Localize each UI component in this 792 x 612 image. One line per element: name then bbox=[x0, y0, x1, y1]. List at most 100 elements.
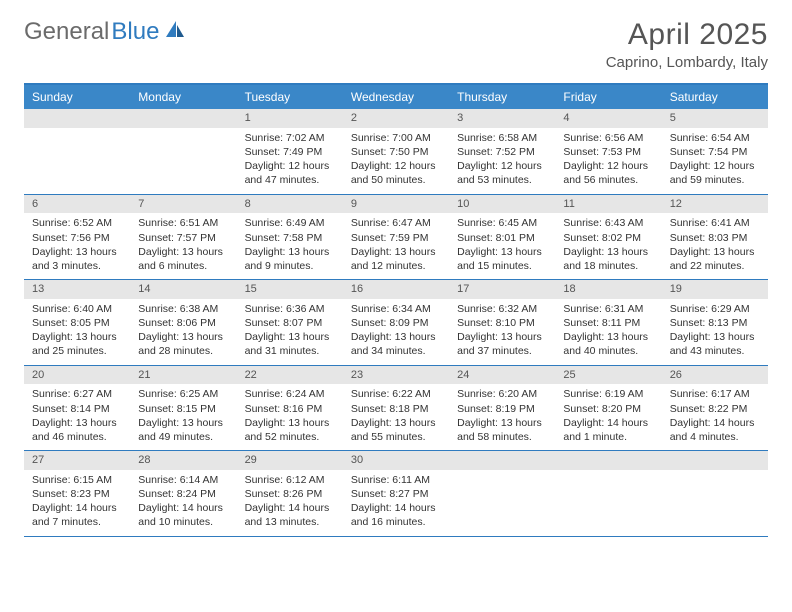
day-cell bbox=[24, 109, 130, 194]
day-number: 6 bbox=[24, 195, 130, 214]
weekday-header: Sunday bbox=[24, 85, 130, 109]
day-cell bbox=[130, 109, 236, 194]
day-details: Sunrise: 6:49 AMSunset: 7:58 PMDaylight:… bbox=[237, 213, 343, 279]
day-details: Sunrise: 6:31 AMSunset: 8:11 PMDaylight:… bbox=[555, 299, 661, 365]
daylight-line: Daylight: 14 hours and 16 minutes. bbox=[351, 501, 441, 529]
day-details: Sunrise: 6:32 AMSunset: 8:10 PMDaylight:… bbox=[449, 299, 555, 365]
day-number: 23 bbox=[343, 366, 449, 385]
sunset-line: Sunset: 8:19 PM bbox=[457, 402, 547, 416]
day-cell: 24Sunrise: 6:20 AMSunset: 8:19 PMDayligh… bbox=[449, 366, 555, 451]
day-details: Sunrise: 6:29 AMSunset: 8:13 PMDaylight:… bbox=[662, 299, 768, 365]
sunrise-line: Sunrise: 6:15 AM bbox=[32, 473, 122, 487]
day-details: Sunrise: 6:25 AMSunset: 8:15 PMDaylight:… bbox=[130, 384, 236, 450]
sunset-line: Sunset: 7:58 PM bbox=[245, 231, 335, 245]
daylight-line: Daylight: 14 hours and 13 minutes. bbox=[245, 501, 335, 529]
day-number: 11 bbox=[555, 195, 661, 214]
day-number: 25 bbox=[555, 366, 661, 385]
day-number: 29 bbox=[237, 451, 343, 470]
day-details: Sunrise: 6:56 AMSunset: 7:53 PMDaylight:… bbox=[555, 128, 661, 194]
weekday-header: Tuesday bbox=[237, 85, 343, 109]
daylight-line: Daylight: 14 hours and 1 minute. bbox=[563, 416, 653, 444]
daylight-line: Daylight: 14 hours and 10 minutes. bbox=[138, 501, 228, 529]
daylight-line: Daylight: 12 hours and 47 minutes. bbox=[245, 159, 335, 187]
day-details: Sunrise: 6:38 AMSunset: 8:06 PMDaylight:… bbox=[130, 299, 236, 365]
sunrise-line: Sunrise: 6:52 AM bbox=[32, 216, 122, 230]
sunset-line: Sunset: 8:03 PM bbox=[670, 231, 760, 245]
sunrise-line: Sunrise: 6:36 AM bbox=[245, 302, 335, 316]
day-cell: 21Sunrise: 6:25 AMSunset: 8:15 PMDayligh… bbox=[130, 366, 236, 451]
week-row: 27Sunrise: 6:15 AMSunset: 8:23 PMDayligh… bbox=[24, 451, 768, 537]
weekday-header: Thursday bbox=[449, 85, 555, 109]
day-details: Sunrise: 6:14 AMSunset: 8:24 PMDaylight:… bbox=[130, 470, 236, 536]
daylight-line: Daylight: 14 hours and 7 minutes. bbox=[32, 501, 122, 529]
week-row: 1Sunrise: 7:02 AMSunset: 7:49 PMDaylight… bbox=[24, 109, 768, 195]
sunrise-line: Sunrise: 6:41 AM bbox=[670, 216, 760, 230]
day-cell: 25Sunrise: 6:19 AMSunset: 8:20 PMDayligh… bbox=[555, 366, 661, 451]
day-cell: 15Sunrise: 6:36 AMSunset: 8:07 PMDayligh… bbox=[237, 280, 343, 365]
sunrise-line: Sunrise: 6:11 AM bbox=[351, 473, 441, 487]
day-details: Sunrise: 6:54 AMSunset: 7:54 PMDaylight:… bbox=[662, 128, 768, 194]
day-number: 24 bbox=[449, 366, 555, 385]
day-cell: 9Sunrise: 6:47 AMSunset: 7:59 PMDaylight… bbox=[343, 195, 449, 280]
weekday-header: Wednesday bbox=[343, 85, 449, 109]
day-number: 12 bbox=[662, 195, 768, 214]
week-row: 13Sunrise: 6:40 AMSunset: 8:05 PMDayligh… bbox=[24, 280, 768, 366]
day-details: Sunrise: 6:19 AMSunset: 8:20 PMDaylight:… bbox=[555, 384, 661, 450]
daylight-line: Daylight: 13 hours and 58 minutes. bbox=[457, 416, 547, 444]
title-block: April 2025 Caprino, Lombardy, Italy bbox=[606, 18, 768, 71]
day-details: Sunrise: 6:34 AMSunset: 8:09 PMDaylight:… bbox=[343, 299, 449, 365]
day-cell: 22Sunrise: 6:24 AMSunset: 8:16 PMDayligh… bbox=[237, 366, 343, 451]
sunrise-line: Sunrise: 6:27 AM bbox=[32, 387, 122, 401]
day-cell: 5Sunrise: 6:54 AMSunset: 7:54 PMDaylight… bbox=[662, 109, 768, 194]
daylight-line: Daylight: 13 hours and 55 minutes. bbox=[351, 416, 441, 444]
location-label: Caprino, Lombardy, Italy bbox=[606, 54, 768, 71]
day-number bbox=[24, 109, 130, 128]
day-cell: 26Sunrise: 6:17 AMSunset: 8:22 PMDayligh… bbox=[662, 366, 768, 451]
sunset-line: Sunset: 8:27 PM bbox=[351, 487, 441, 501]
sunset-line: Sunset: 8:05 PM bbox=[32, 316, 122, 330]
sunrise-line: Sunrise: 6:54 AM bbox=[670, 131, 760, 145]
daylight-line: Daylight: 13 hours and 12 minutes. bbox=[351, 245, 441, 273]
sunset-line: Sunset: 8:20 PM bbox=[563, 402, 653, 416]
daylight-line: Daylight: 13 hours and 3 minutes. bbox=[32, 245, 122, 273]
daylight-line: Daylight: 13 hours and 52 minutes. bbox=[245, 416, 335, 444]
day-number: 13 bbox=[24, 280, 130, 299]
daylight-line: Daylight: 13 hours and 43 minutes. bbox=[670, 330, 760, 358]
sunrise-line: Sunrise: 6:38 AM bbox=[138, 302, 228, 316]
sunrise-line: Sunrise: 7:00 AM bbox=[351, 131, 441, 145]
day-cell: 13Sunrise: 6:40 AMSunset: 8:05 PMDayligh… bbox=[24, 280, 130, 365]
sunset-line: Sunset: 7:59 PM bbox=[351, 231, 441, 245]
daylight-line: Daylight: 13 hours and 28 minutes. bbox=[138, 330, 228, 358]
weekday-header: Saturday bbox=[662, 85, 768, 109]
sunset-line: Sunset: 7:54 PM bbox=[670, 145, 760, 159]
daylight-line: Daylight: 13 hours and 37 minutes. bbox=[457, 330, 547, 358]
day-cell: 18Sunrise: 6:31 AMSunset: 8:11 PMDayligh… bbox=[555, 280, 661, 365]
page-header: GeneralBlue April 2025 Caprino, Lombardy… bbox=[24, 18, 768, 71]
weekday-header: Friday bbox=[555, 85, 661, 109]
daylight-line: Daylight: 12 hours and 53 minutes. bbox=[457, 159, 547, 187]
day-details: Sunrise: 6:22 AMSunset: 8:18 PMDaylight:… bbox=[343, 384, 449, 450]
sunrise-line: Sunrise: 6:49 AM bbox=[245, 216, 335, 230]
day-cell: 28Sunrise: 6:14 AMSunset: 8:24 PMDayligh… bbox=[130, 451, 236, 536]
day-number bbox=[662, 451, 768, 470]
day-details: Sunrise: 7:02 AMSunset: 7:49 PMDaylight:… bbox=[237, 128, 343, 194]
day-details: Sunrise: 6:45 AMSunset: 8:01 PMDaylight:… bbox=[449, 213, 555, 279]
calendar-page: GeneralBlue April 2025 Caprino, Lombardy… bbox=[0, 0, 792, 555]
day-cell: 17Sunrise: 6:32 AMSunset: 8:10 PMDayligh… bbox=[449, 280, 555, 365]
daylight-line: Daylight: 13 hours and 46 minutes. bbox=[32, 416, 122, 444]
sunset-line: Sunset: 8:26 PM bbox=[245, 487, 335, 501]
day-details: Sunrise: 6:17 AMSunset: 8:22 PMDaylight:… bbox=[662, 384, 768, 450]
daylight-line: Daylight: 12 hours and 56 minutes. bbox=[563, 159, 653, 187]
week-row: 6Sunrise: 6:52 AMSunset: 7:56 PMDaylight… bbox=[24, 195, 768, 281]
sunrise-line: Sunrise: 6:58 AM bbox=[457, 131, 547, 145]
day-number: 8 bbox=[237, 195, 343, 214]
week-row: 20Sunrise: 6:27 AMSunset: 8:14 PMDayligh… bbox=[24, 366, 768, 452]
daylight-line: Daylight: 13 hours and 6 minutes. bbox=[138, 245, 228, 273]
day-cell: 30Sunrise: 6:11 AMSunset: 8:27 PMDayligh… bbox=[343, 451, 449, 536]
day-cell: 6Sunrise: 6:52 AMSunset: 7:56 PMDaylight… bbox=[24, 195, 130, 280]
day-details: Sunrise: 6:12 AMSunset: 8:26 PMDaylight:… bbox=[237, 470, 343, 536]
sunset-line: Sunset: 8:14 PM bbox=[32, 402, 122, 416]
sunset-line: Sunset: 8:13 PM bbox=[670, 316, 760, 330]
sunset-line: Sunset: 8:11 PM bbox=[563, 316, 653, 330]
sunset-line: Sunset: 7:50 PM bbox=[351, 145, 441, 159]
